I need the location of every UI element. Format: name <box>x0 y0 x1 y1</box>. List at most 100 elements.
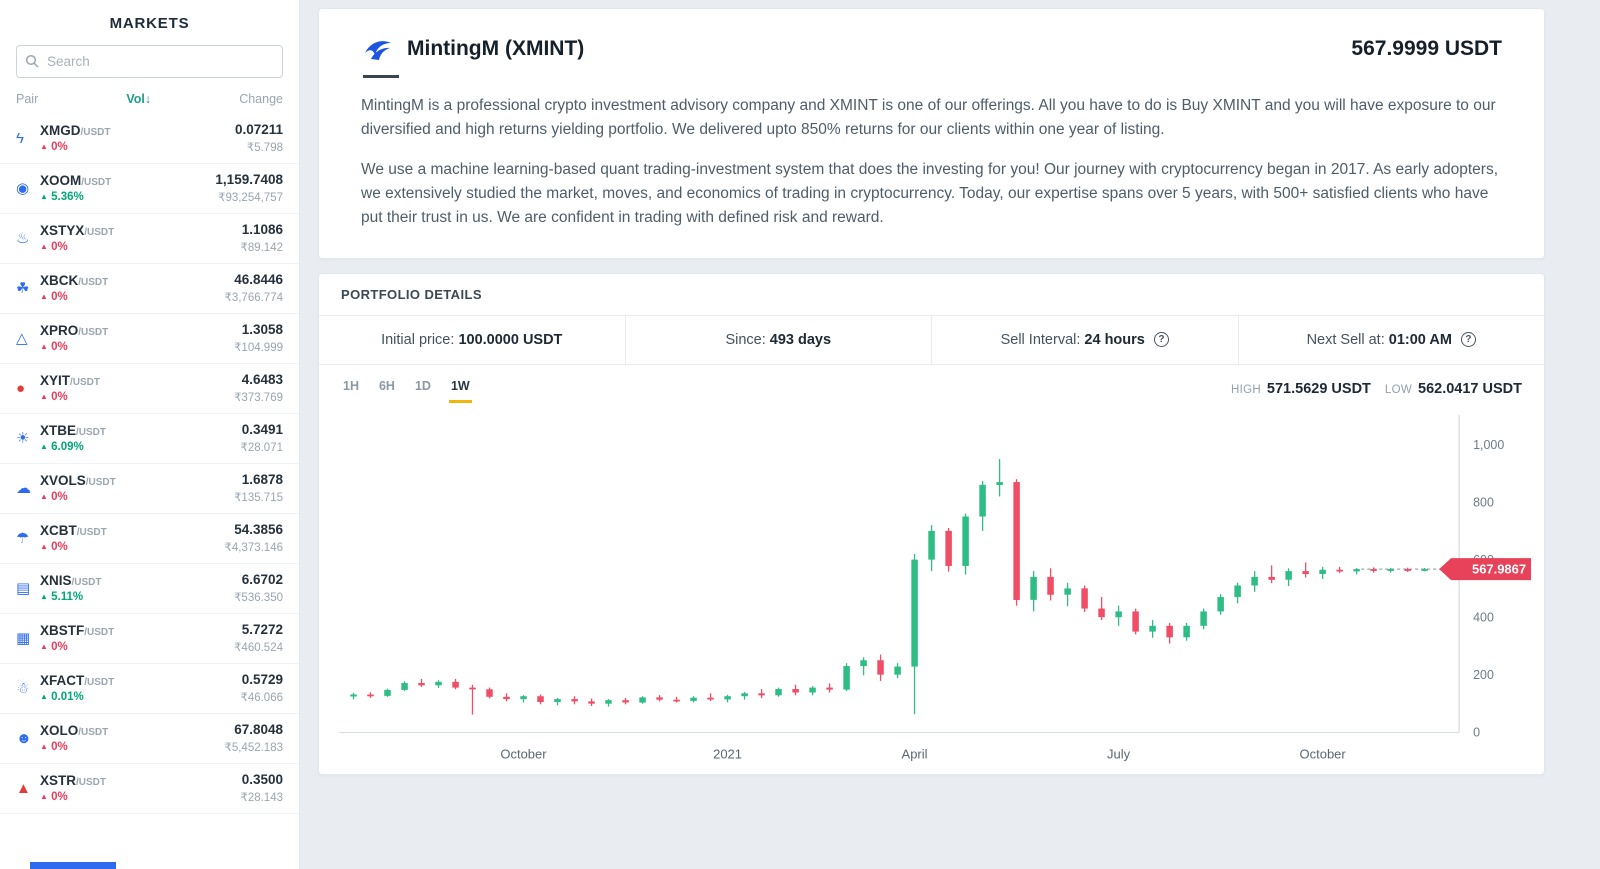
change-badge: ▲ 0% <box>40 291 68 303</box>
high-low-readout: HIGH 571.5629 USDT LOW 562.0417 USDT <box>1231 381 1522 397</box>
svg-text:2021: 2021 <box>713 746 742 761</box>
svg-text:400: 400 <box>1473 611 1494 625</box>
markets-sidebar: MARKETS Pair Vol↓ Change ϟ XMGD/USDT ▲ 0% 0… <box>0 0 300 869</box>
stat-label: Initial price: <box>381 332 455 349</box>
change-badge: ▲ 6.09% <box>40 441 84 453</box>
volume-value: ₹536.350 <box>234 592 283 604</box>
asset-description-1: MintingM is a professional crypto invest… <box>361 97 1496 139</box>
cloud-icon: ☁ <box>16 480 31 497</box>
market-row-xolo[interactable]: ☻ XOLO/USDT ▲ 0% 67.8048 ₹5,452.183 <box>0 714 299 764</box>
market-list: ϟ XMGD/USDT ▲ 0% 0.07211 ₹5.798 ◉ XOOM/USDT ▲ 5… <box>0 114 299 814</box>
search-icon <box>25 54 39 68</box>
timeframe-6h[interactable]: 6H <box>377 375 397 403</box>
price-value: 0.5729 <box>241 672 283 687</box>
market-row-xbck[interactable]: ☘ XBCK/USDT ▲ 0% 46.8446 ₹3,766.774 <box>0 264 299 314</box>
market-row-xnis[interactable]: ▤ XNIS/USDT ▲ 5.11% 6.6702 ₹536.350 <box>0 564 299 614</box>
change-badge: ▲ 0% <box>40 391 68 403</box>
price-value: 5.7272 <box>241 622 283 637</box>
trend-up-icon: ▲ <box>40 742 48 751</box>
portfolio-stats: Initial price: 100.0000 USDT Since: 493 d… <box>319 316 1544 366</box>
volume-value: ₹4,373.146 <box>224 542 283 554</box>
volume-value: ₹28.143 <box>240 792 284 804</box>
sort-desc-icon: ↓ <box>144 92 152 106</box>
stat-value: 24 hours <box>1084 332 1145 349</box>
pair-label: XNIS/USDT <box>40 573 102 588</box>
svg-text:July: July <box>1107 746 1131 761</box>
market-row-xvols[interactable]: ☁ XVOLS/USDT ▲ 0% 1.6878 ₹135.715 <box>0 464 299 514</box>
market-row-xfact[interactable]: ☃ XFACT/USDT ▲ 0.01% 0.5729 ₹46.066 <box>0 664 299 714</box>
pair-label: XMGD/USDT <box>40 123 111 138</box>
price-value: 1.1086 <box>241 222 283 237</box>
trend-up-icon: ▲ <box>40 242 48 251</box>
price-value: 67.8048 <box>234 722 283 737</box>
pair-label: XFACT/USDT <box>40 673 115 688</box>
price-value: 46.8446 <box>234 272 283 287</box>
scrollbar-thumb[interactable] <box>30 862 116 869</box>
asset-title: MintingM (XMINT) <box>407 37 585 60</box>
change-badge: ▲ 0% <box>40 341 68 353</box>
market-row-xbstf[interactable]: ▦ XBSTF/USDT ▲ 0% 5.7272 ₹460.524 <box>0 614 299 664</box>
stat-value: 100.0000 USDT <box>458 332 563 349</box>
svg-text:200: 200 <box>1473 668 1494 682</box>
change-badge: ▲ 5.11% <box>40 591 84 603</box>
price-value: 0.3500 <box>241 772 283 787</box>
timeframe-1d[interactable]: 1D <box>413 375 433 403</box>
change-badge: ▲ 0% <box>40 141 68 153</box>
column-vol[interactable]: Vol↓ <box>126 92 152 106</box>
price-chart[interactable]: 02004006008001,000October2021AprilJulyOc… <box>331 403 1534 770</box>
high-value: 571.5629 USDT <box>1266 381 1371 398</box>
asset-price: 567.9999 USDT <box>1351 37 1502 60</box>
info-icon[interactable]: ? <box>1153 332 1169 348</box>
trend-up-icon: ▲ <box>40 142 48 151</box>
column-pair[interactable]: Pair <box>16 92 39 106</box>
market-row-xmgd[interactable]: ϟ XMGD/USDT ▲ 0% 0.07211 ₹5.798 <box>0 114 299 164</box>
search-input[interactable] <box>16 45 283 78</box>
trend-up-icon: ▲ <box>40 592 48 601</box>
search-box <box>16 45 283 78</box>
pair-label: XBSTF/USDT <box>40 623 115 638</box>
pair-label: XCBT/USDT <box>40 523 107 538</box>
volume-value: ₹104.999 <box>234 342 283 354</box>
market-row-xstr[interactable]: ▲ XSTR/USDT ▲ 0% 0.3500 ₹28.143 <box>0 764 299 814</box>
timeframe-1w[interactable]: 1W <box>448 375 472 404</box>
trend-up-icon: ▲ <box>40 642 48 651</box>
price-value: 1,159.7408 <box>215 172 283 187</box>
basket-icon: ▦ <box>16 630 31 647</box>
volume-value: ₹46.066 <box>240 692 284 704</box>
market-row-xcbt[interactable]: ☂ XCBT/USDT ▲ 0% 54.3856 ₹4,373.146 <box>0 514 299 564</box>
market-row-xtbe[interactable]: ☀ XTBE/USDT ▲ 6.09% 0.3491 ₹28.071 <box>0 414 299 464</box>
market-column-headers: Pair Vol↓ Change <box>0 88 299 114</box>
market-row-xpro[interactable]: △ XPRO/USDT ▲ 0% 1.3058 ₹104.999 <box>0 314 299 364</box>
mountain-icon: △ <box>16 330 28 347</box>
stat-label: Next Sell at: <box>1306 332 1385 349</box>
pair-label: XYIT/USDT <box>40 373 101 388</box>
svg-text:October: October <box>500 746 547 761</box>
market-row-xyit[interactable]: ● XYIT/USDT ▲ 0% 4.6483 ₹373.769 <box>0 364 299 414</box>
trend-up-icon: ▲ <box>40 492 48 501</box>
apple-icon: ● <box>16 379 26 397</box>
trend-up-icon: ▲ <box>40 792 48 801</box>
title-accent-bar <box>363 75 399 78</box>
column-change[interactable]: Change <box>239 92 283 106</box>
price-value: 4.6483 <box>241 372 283 387</box>
price-value: 6.6702 <box>241 572 283 587</box>
stat-cell: Since: 493 days <box>626 316 932 365</box>
market-row-xoom[interactable]: ◉ XOOM/USDT ▲ 5.36% 1,159.7408 ₹93,254,757 <box>0 164 299 214</box>
stat-label: Since: <box>725 332 766 349</box>
pair-label: XSTR/USDT <box>40 773 107 788</box>
timeframe-1h[interactable]: 1H <box>341 375 361 403</box>
asset-header: MintingM (XMINT) 567.9999 USDT <box>361 33 1502 65</box>
svg-text:567.9867: 567.9867 <box>1472 562 1526 577</box>
change-badge: ▲ 0% <box>40 241 68 253</box>
lightning-icon: ϟ <box>16 129 24 147</box>
market-row-xstyx[interactable]: ♨ XSTYX/USDT ▲ 0% 1.1086 ₹89.142 <box>0 214 299 264</box>
flame-icon: ♨ <box>16 230 30 247</box>
volume-value: ₹135.715 <box>234 492 283 504</box>
stat-value: 493 days <box>769 332 832 349</box>
trend-up-icon: ▲ <box>40 542 48 551</box>
trend-up-icon: ▲ <box>40 192 48 201</box>
pair-label: XVOLS/USDT <box>40 473 116 488</box>
flask-icon: ▲ <box>16 779 31 797</box>
info-icon[interactable]: ? <box>1460 332 1476 348</box>
sun-icon: ☀ <box>16 430 30 447</box>
